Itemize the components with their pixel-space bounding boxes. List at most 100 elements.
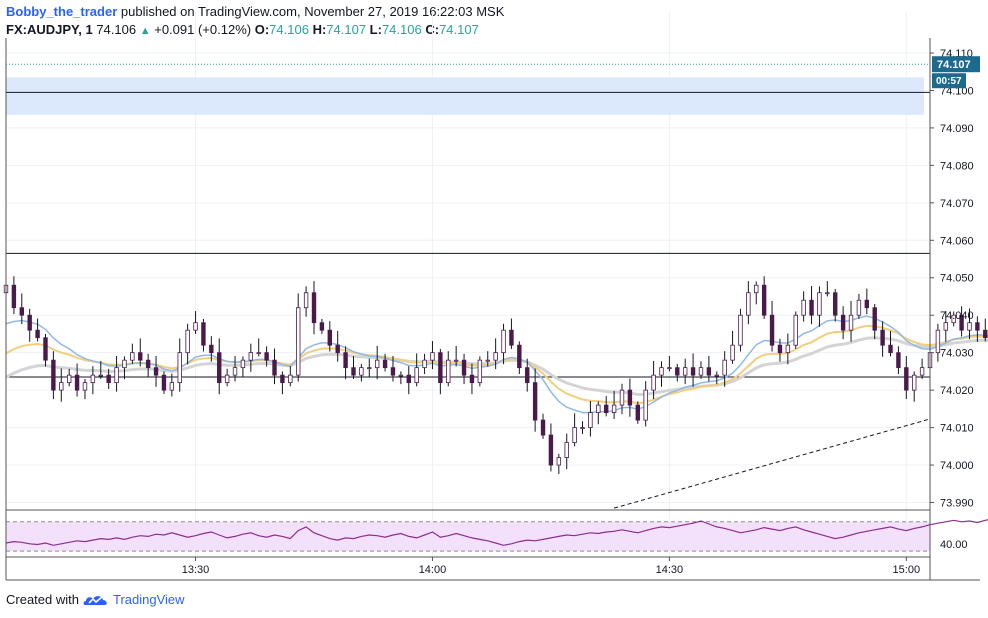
candle-body	[659, 367, 664, 376]
tradingview-link[interactable]: TradingView	[112, 592, 185, 607]
candle-body	[864, 299, 870, 309]
candle-body	[888, 344, 893, 354]
candle-body	[588, 412, 593, 428]
price-tick-label: 74.020	[940, 385, 974, 397]
resistance-zone	[6, 77, 924, 115]
candle-body	[596, 404, 601, 414]
candle-body	[801, 299, 806, 316]
grid-lines	[6, 12, 930, 557]
candle-body	[193, 322, 198, 331]
price-tick-label: 73.990	[940, 498, 974, 510]
candle-body	[675, 367, 680, 376]
change-value: +0.091 (+0.12%)	[154, 22, 252, 37]
candle-body	[556, 457, 562, 466]
candle-body	[90, 374, 96, 384]
price-tick-label: 74.050	[940, 273, 974, 285]
candle-body	[51, 359, 56, 391]
candle-body	[525, 367, 530, 384]
open-label: O:	[254, 22, 270, 37]
candle-body	[682, 367, 688, 376]
candle-body	[769, 314, 775, 346]
candle-body	[382, 359, 388, 369]
price-tick-label: 74.090	[940, 123, 974, 135]
moving-average-line	[5, 324, 988, 405]
candle-body	[272, 359, 277, 376]
candle-body	[548, 434, 554, 466]
symbol-label: FX:AUDJPY, 1	[6, 22, 93, 37]
time-tick-label: 14:00	[419, 564, 447, 576]
horizontal-lines	[6, 91, 930, 378]
price-tick-label: 74.000	[940, 460, 974, 472]
high-value: 74.107	[326, 22, 367, 37]
countdown-label: 00:57	[936, 76, 962, 87]
symbol-line: FX:AUDJPY, 1 74.106 ▲ +0.091 (+0.12%) O:…	[6, 22, 966, 40]
candle-body	[983, 329, 988, 339]
candle-body	[438, 352, 443, 384]
trendline	[613, 418, 931, 509]
candle-body	[643, 389, 648, 421]
candle-body	[493, 352, 498, 361]
candle-body	[777, 344, 783, 354]
candle-body	[153, 367, 159, 376]
candle-body	[106, 374, 111, 384]
candle-body	[19, 307, 24, 316]
candle-body	[532, 382, 538, 421]
candle-body	[872, 307, 877, 331]
candle-body	[138, 352, 143, 361]
price-tick-label: 74.080	[940, 160, 974, 172]
low-value: 74.106	[381, 22, 422, 37]
candle-body	[185, 329, 190, 354]
candle-body	[66, 374, 72, 384]
candle-body	[169, 382, 175, 391]
candles	[3, 276, 988, 475]
candle-body	[967, 322, 972, 331]
candle-body	[359, 367, 364, 376]
low-label: L:	[369, 22, 382, 37]
candle-body	[722, 359, 727, 376]
candle-body	[398, 374, 404, 377]
candle-body	[896, 352, 901, 369]
footer: Created with TradingView	[6, 592, 185, 607]
candle-body	[690, 367, 696, 376]
candle-body	[367, 367, 372, 370]
open-value: 74.106	[269, 22, 309, 37]
candle-body	[288, 374, 293, 384]
candle-body	[390, 367, 396, 376]
candle-body	[240, 359, 246, 369]
tradingview-logo-icon	[83, 595, 107, 605]
close-value: 74.107	[439, 22, 479, 37]
moving-average-line	[5, 336, 988, 397]
candle-body	[517, 344, 522, 369]
candle-body	[327, 329, 332, 346]
rsi-panel	[5, 519, 988, 552]
price-tick-label: 74.010	[940, 423, 974, 435]
candle-body	[74, 374, 80, 391]
countdown-badge	[932, 73, 966, 89]
rsi-line	[5, 519, 988, 546]
candle-body	[43, 337, 48, 361]
candle-body	[754, 284, 759, 294]
candle-body	[296, 307, 301, 376]
candle-body	[374, 359, 380, 369]
time-tick-label: 14:30	[656, 564, 684, 576]
candle-body	[730, 344, 735, 361]
author-link[interactable]: Bobby_the_trader	[6, 4, 118, 19]
candle-body	[256, 352, 261, 355]
candle-body	[809, 299, 814, 316]
rsi-tick-label: 40.00	[940, 539, 968, 551]
candle-body	[453, 359, 459, 362]
candle-body	[817, 292, 822, 316]
candle-body	[761, 284, 767, 316]
candle-body	[177, 352, 182, 384]
candle-body	[82, 382, 88, 391]
candle-body	[122, 359, 127, 369]
price-tick-label: 74.030	[940, 348, 974, 360]
candle-body	[943, 322, 948, 331]
candle-body	[422, 359, 427, 369]
publish-line: Bobby_the_trader published on TradingVie…	[6, 4, 966, 22]
price-tick-label: 74.040	[940, 310, 974, 322]
price-axis[interactable]: 74.11074.10074.09074.08074.07074.06074.0…	[930, 48, 980, 551]
candle-body	[98, 374, 103, 377]
